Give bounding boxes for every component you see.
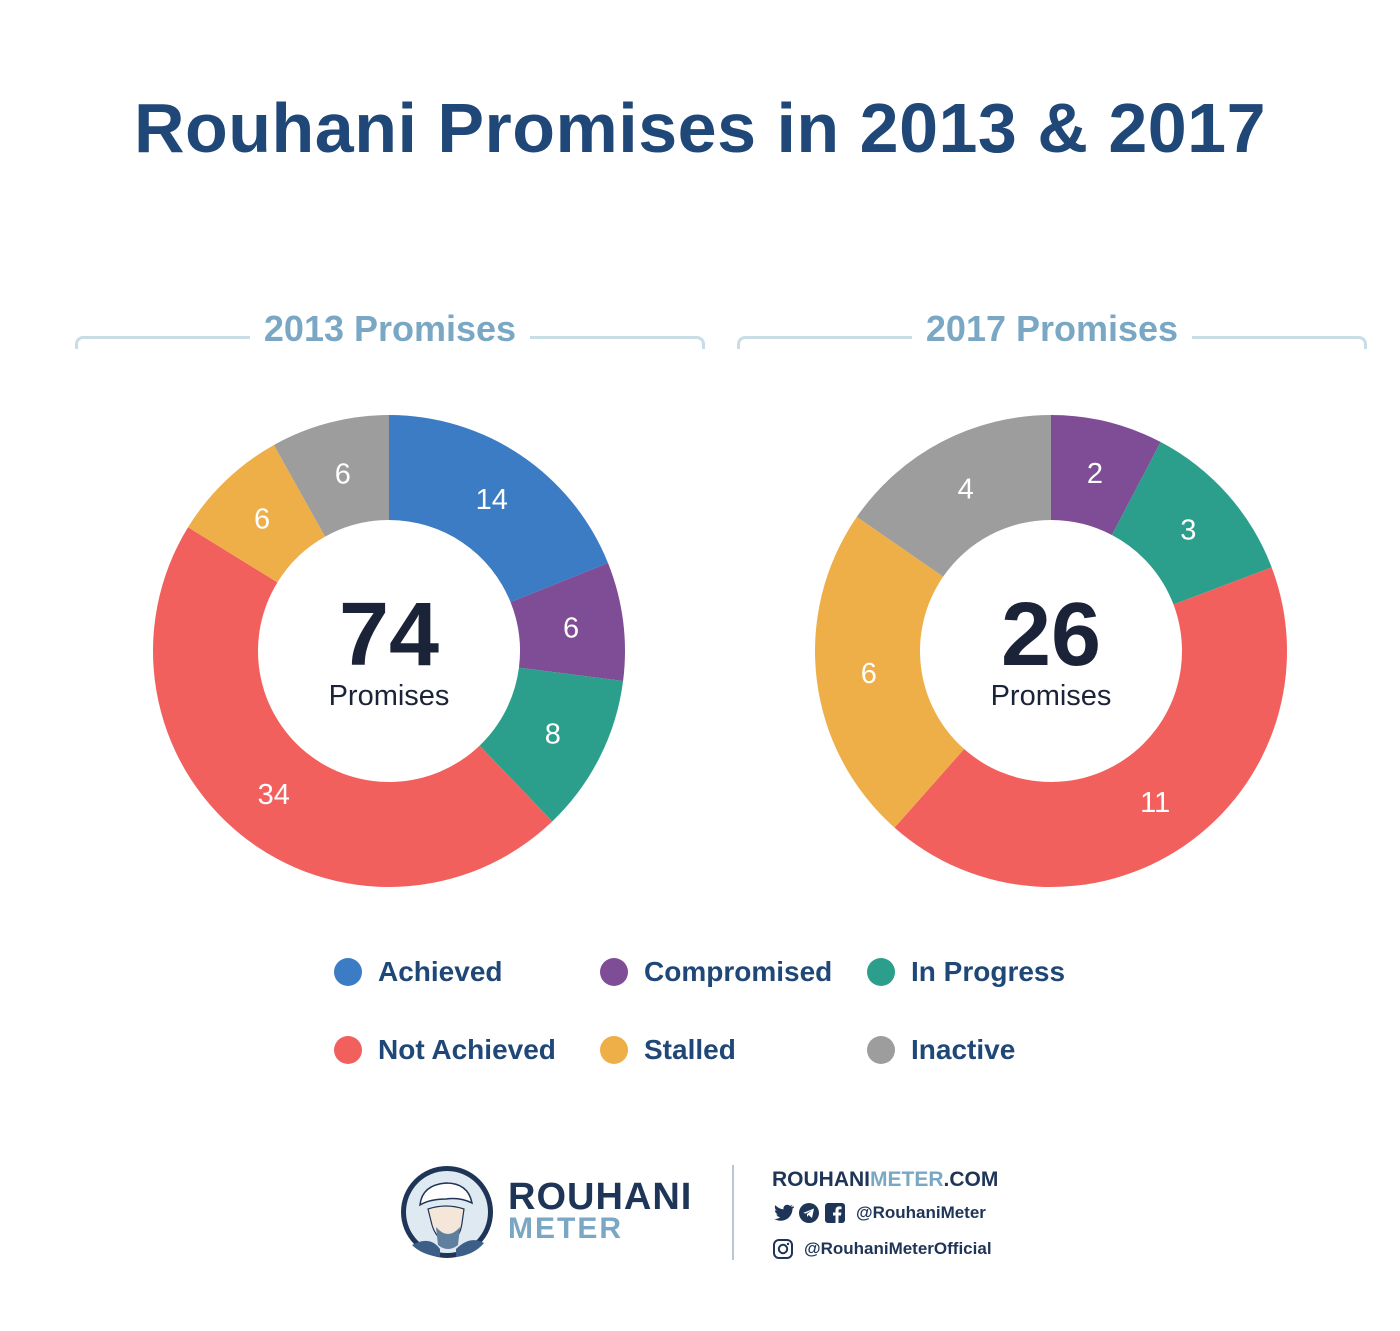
slice-value-label: 3: [1180, 514, 1196, 546]
slice-value-label: 6: [563, 613, 579, 645]
chart-subtitle-2013: 2013 Promises: [249, 308, 531, 349]
slice-in-progress: [1111, 442, 1272, 605]
legend-item-not-achieved: Not Achieved: [334, 1030, 556, 1070]
slice-stalled: [188, 444, 326, 583]
legend-label: Compromised: [644, 956, 833, 987]
legend-dot-stalled: [600, 1036, 628, 1064]
slice-achieved: [389, 415, 608, 603]
legend-dot-not-achieved: [334, 1036, 362, 1064]
facebook-icon[interactable]: [824, 1202, 846, 1224]
website-tail: .COM: [943, 1168, 999, 1191]
center-total-value: 74: [339, 585, 439, 685]
legend-item-in-progress: In Progress: [867, 952, 1065, 992]
center-total-label: Promises: [329, 680, 450, 712]
slice-compromised: [1051, 415, 1161, 536]
center-total-value: 26: [1001, 585, 1101, 685]
slice-value-label: 11: [1140, 787, 1170, 819]
slice-compromised: [510, 563, 625, 681]
social-handle-2[interactable]: @RouhaniMeterOfficial: [804, 1239, 992, 1258]
legend-item-achieved: Achieved: [334, 952, 503, 992]
page-title: Rouhani Promises in 2013 & 2017: [133, 89, 1267, 167]
social-row-1: @RouhaniMeter: [772, 1202, 986, 1224]
slice-value-label: 6: [861, 658, 877, 690]
panel-header-2017: 2017 Promises: [737, 308, 1367, 358]
slice-value-label: 14: [476, 484, 508, 516]
rouhani-meter-logo: [401, 1166, 493, 1258]
legend-item-compromised: Compromised: [600, 952, 832, 992]
footer-divider: [732, 1165, 734, 1260]
slice-value-label: 6: [254, 504, 270, 536]
slice-in-progress: [479, 667, 624, 822]
legend-label: Stalled: [644, 1034, 736, 1065]
instagram-icon[interactable]: [772, 1238, 794, 1260]
telegram-icon[interactable]: [798, 1202, 820, 1224]
slice-inactive: [273, 415, 389, 537]
center-total-label: Promises: [991, 680, 1112, 712]
slice-value-label: 6: [335, 458, 351, 490]
slice-value-label: 2: [1087, 458, 1103, 490]
slice-value-label: 8: [545, 719, 561, 751]
legend-label: Achieved: [378, 956, 503, 987]
social-row-2: @RouhaniMeterOfficial: [772, 1238, 992, 1260]
social-handle-1[interactable]: @RouhaniMeter: [856, 1203, 986, 1222]
slice-value-label: 34: [258, 779, 290, 811]
legend-label: In Progress: [911, 956, 1066, 987]
slice-inactive: [856, 415, 1051, 577]
legend-dot-inactive: [867, 1036, 895, 1064]
legend-label: Inactive: [911, 1034, 1016, 1065]
legend-item-stalled: Stalled: [600, 1030, 736, 1070]
twitter-icon[interactable]: [772, 1203, 794, 1223]
legend-dot-achieved: [334, 958, 362, 986]
website-main: ROUHANI: [772, 1168, 870, 1191]
website-accent: METER: [870, 1168, 944, 1191]
slice-stalled: [815, 516, 965, 828]
chart-subtitle-2017: 2017 Promises: [911, 308, 1193, 349]
legend-label: Not Achieved: [378, 1034, 556, 1065]
slice-not-achieved: [152, 527, 553, 887]
slice-value-label: 4: [958, 474, 974, 506]
brand-name-line1: ROUHANI: [508, 1176, 693, 1218]
brand-name-line2: METER: [508, 1212, 623, 1245]
legend-item-inactive: Inactive: [867, 1030, 1015, 1070]
legend-dot-compromised: [600, 958, 628, 986]
panel-header-2013: 2013 Promises: [75, 308, 705, 358]
slice-not-achieved: [894, 567, 1287, 887]
legend-dot-in-progress: [867, 958, 895, 986]
website-link[interactable]: ROUHANIMETER.COM: [772, 1168, 998, 1192]
